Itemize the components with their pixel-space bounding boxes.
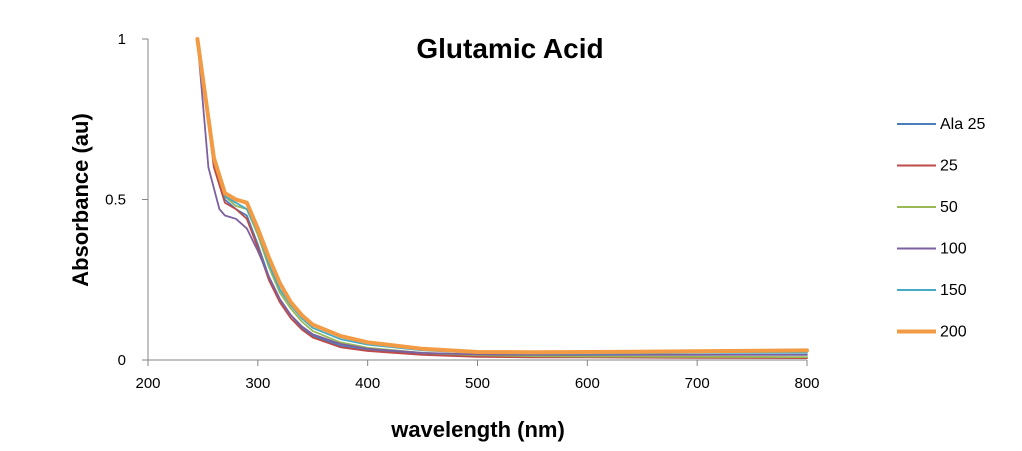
- legend: Ala 25 25 50 100 150 200: [897, 116, 985, 341]
- legend-label: 100: [940, 241, 967, 258]
- x-tick-label: 400: [355, 375, 380, 392]
- x-tick-label: 800: [794, 375, 819, 392]
- legend-label: 200: [940, 324, 967, 341]
- x-tick-label: 700: [685, 375, 710, 392]
- series-group: [195, 37, 809, 360]
- y-tick-label: 0: [118, 352, 126, 369]
- series-line-1: [196, 38, 808, 360]
- x-tick-label: 600: [575, 375, 600, 392]
- x-tick-label: 500: [465, 375, 490, 392]
- y-axis-title: Absorbance (au): [68, 113, 93, 287]
- legend-label: 150: [940, 282, 967, 299]
- x-axis-title: wavelength (nm): [390, 417, 565, 442]
- y-tick-label: 0.5: [105, 192, 126, 209]
- y-tick-label: 1: [118, 31, 126, 48]
- legend-label: 50: [940, 199, 958, 216]
- series-line-0: [196, 38, 808, 359]
- legend-label: Ala 25: [940, 116, 985, 133]
- series-line-2: [196, 38, 808, 359]
- chart-title: Glutamic Acid: [416, 33, 603, 64]
- legend-label: 25: [940, 158, 958, 175]
- axes-group: 200 300 400 500 600 700 800 0 0.5 1: [105, 31, 819, 392]
- series-line-3: [196, 38, 808, 356]
- x-tick-label: 300: [245, 375, 270, 392]
- x-tick-label: 200: [135, 375, 160, 392]
- series-line-5: [195, 37, 809, 355]
